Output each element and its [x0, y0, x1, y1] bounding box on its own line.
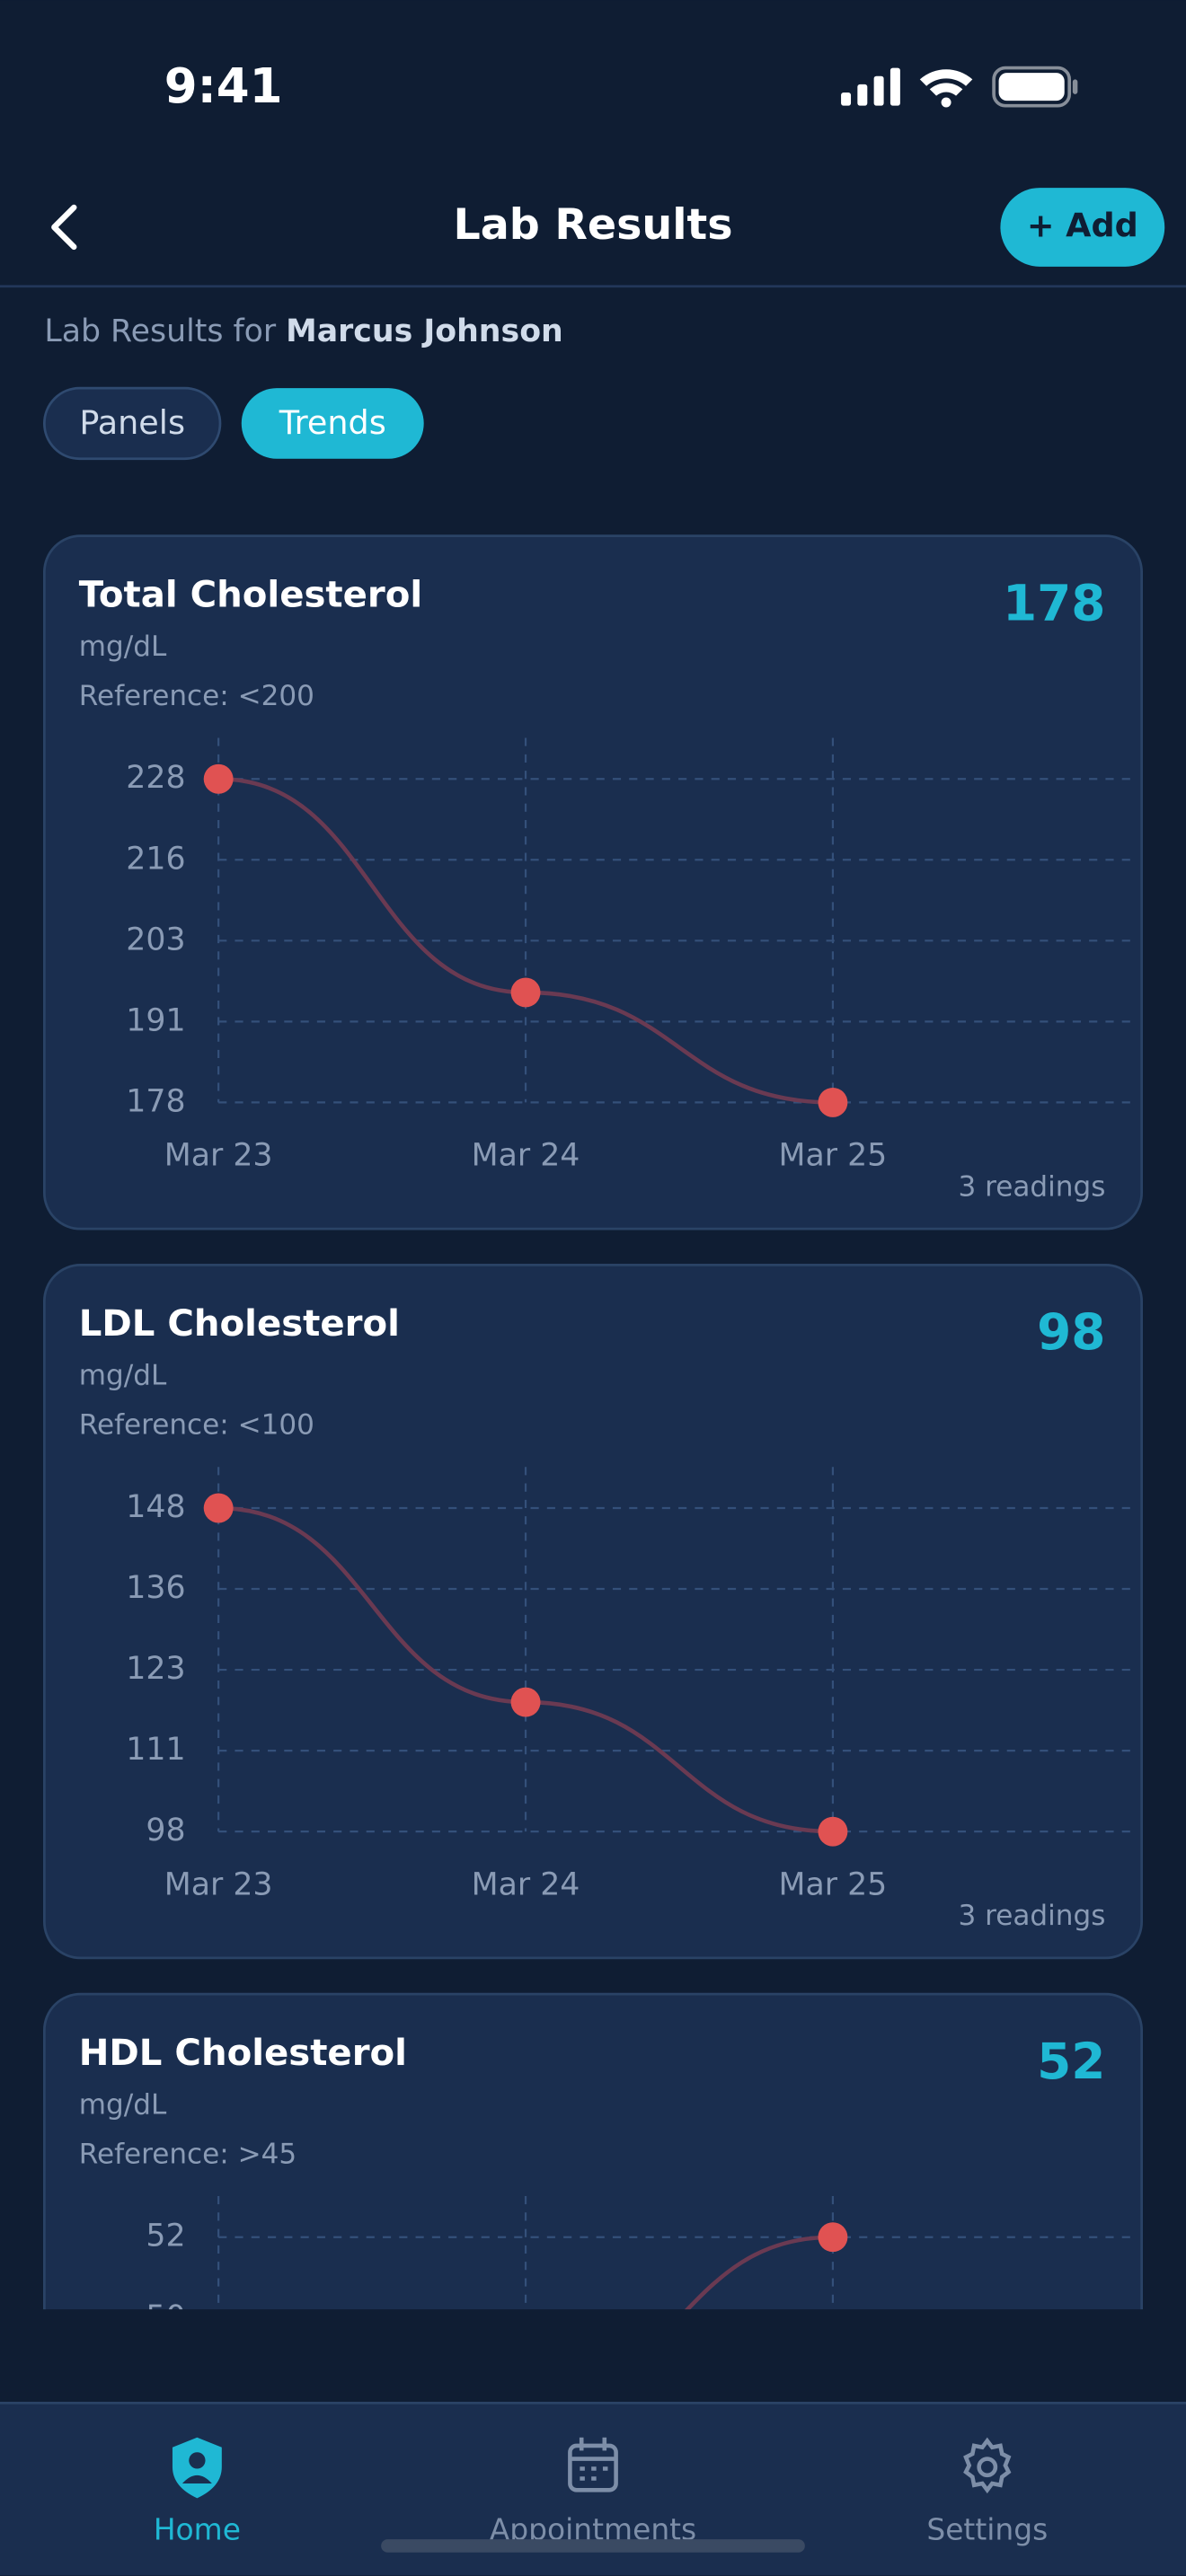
card-reference: Reference: <100 [79, 1409, 314, 1442]
card-title: Total Cholesterol [79, 574, 422, 615]
status-time: 9:41 [164, 58, 283, 114]
card-reference: Reference: >45 [79, 2138, 296, 2170]
latest-value: 98 [1037, 1303, 1105, 1361]
y-tick-label: 50 [146, 2299, 185, 2335]
readings-count: 3 readings [959, 1170, 1106, 1203]
data-point [203, 763, 234, 794]
nav-label[interactable]: Home [154, 2511, 241, 2546]
tab[interactable] [42, 386, 222, 461]
tab[interactable] [241, 388, 424, 459]
card-title: LDL Cholesterol [79, 1303, 400, 1345]
header-title: Lab Results [453, 200, 732, 250]
settings-icon[interactable] [963, 2437, 1012, 2494]
subtitle-prefix: Lab Results for [44, 313, 277, 349]
x-tick-label: Mar 25 [779, 1866, 888, 1902]
y-tick-label: 52 [146, 2219, 185, 2254]
data-point [510, 1687, 541, 1717]
add-button-label[interactable]: + Add [1027, 206, 1138, 244]
card-unit: mg/dL [79, 1360, 167, 1392]
card-reference: Reference: <200 [79, 680, 314, 712]
card-title: HDL Cholesterol [79, 2033, 407, 2074]
data-point [818, 1816, 848, 1847]
x-tick-label: Mar 24 [472, 1866, 580, 1902]
trend-line [684, 2235, 833, 2310]
data-point [510, 977, 541, 1008]
y-tick-label: 98 [146, 1813, 185, 1848]
card [42, 1264, 1144, 1960]
x-tick-label: Mar 25 [779, 1138, 888, 1174]
home-icon-body [181, 2475, 212, 2483]
appointments-icon[interactable] [568, 2437, 618, 2492]
x-tick-label: Mar 23 [164, 1138, 273, 1174]
readings-count: 3 readings [959, 1900, 1106, 1932]
card [42, 534, 1144, 1231]
card-unit: mg/dL [79, 631, 167, 663]
data-point [818, 1087, 848, 1117]
patient-name: Marcus Johnson [286, 313, 563, 349]
latest-value: 178 [1003, 574, 1105, 631]
status-icons [841, 66, 1078, 108]
y-tick-label: 228 [126, 760, 185, 796]
tab-label[interactable]: Panels [79, 403, 185, 442]
y-tick-label: 216 [126, 841, 185, 877]
data-point [203, 1493, 234, 1523]
add-button[interactable] [1000, 188, 1165, 267]
y-tick-label: 191 [126, 1002, 185, 1038]
subtitle: Lab Results for Marcus Johnson [44, 313, 562, 349]
y-tick-label: 178 [126, 1083, 185, 1119]
y-tick-label: 136 [126, 1570, 185, 1606]
y-tick-label: 111 [126, 1732, 185, 1768]
data-point [818, 2222, 848, 2253]
home-indicator [381, 2539, 805, 2553]
y-tick-label: 123 [126, 1651, 185, 1687]
back-button[interactable] [51, 204, 77, 251]
nav-label[interactable]: Settings [926, 2511, 1048, 2546]
y-tick-label: 203 [126, 922, 185, 957]
card [43, 1992, 1143, 2310]
tab-label[interactable]: Trends [279, 403, 386, 442]
card-unit: mg/dL [79, 2088, 167, 2121]
x-tick-label: Mar 24 [472, 1138, 580, 1174]
latest-value: 52 [1037, 2033, 1105, 2090]
home-icon-head [189, 2452, 206, 2469]
y-tick-label: 148 [126, 1489, 185, 1525]
x-tick-label: Mar 23 [164, 1866, 273, 1902]
